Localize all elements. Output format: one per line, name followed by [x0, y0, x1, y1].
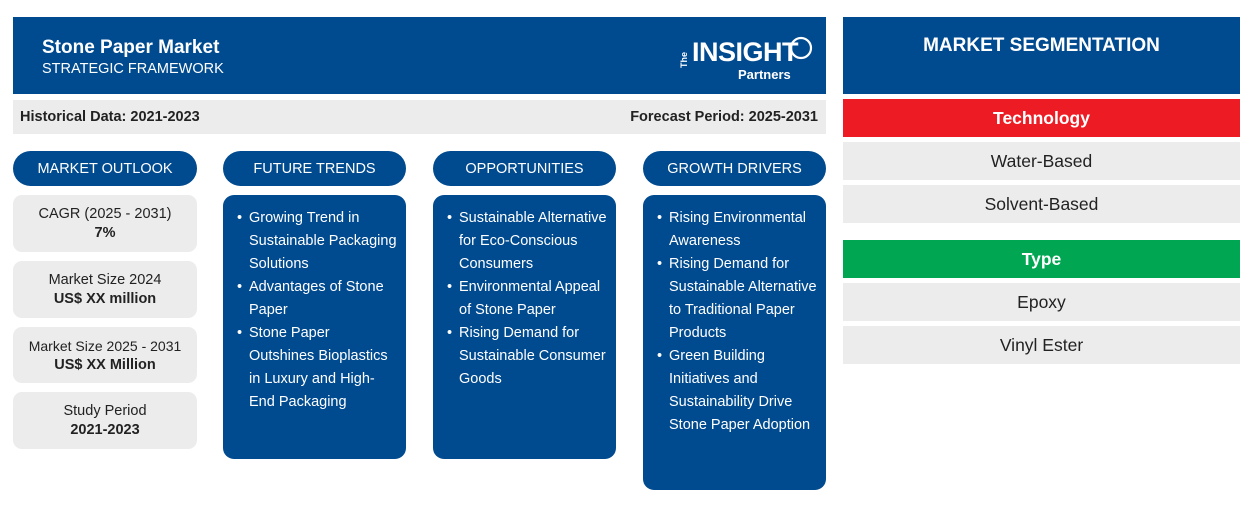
- outlook-stat-cagr: CAGR (2025 - 2031) 7%: [13, 195, 197, 252]
- period-bar: Historical Data: 2021-2023 Forecast Peri…: [13, 100, 826, 134]
- list-item: Sustainable Alternative for Eco-Consciou…: [447, 207, 608, 276]
- outlook-stat-study-period: Study Period 2021-2023: [13, 392, 197, 449]
- stat-label: Market Size 2024: [48, 272, 162, 288]
- list-item: Environmental Appeal of Stone Paper: [447, 276, 608, 322]
- stat-label: CAGR (2025 - 2031): [38, 206, 172, 222]
- opportunities-panel: Sustainable Alternative for Eco-Consciou…: [433, 195, 616, 459]
- segment-item-epoxy: Epoxy: [843, 283, 1240, 321]
- list-item: Rising Demand for Sustainable Consumer G…: [447, 322, 608, 391]
- page-title: Stone Paper Market: [42, 37, 220, 58]
- historical-data: Historical Data: 2021-2023: [20, 109, 200, 125]
- stat-label: Study Period: [63, 403, 147, 419]
- segment-item-solvent-based: Solvent-Based: [843, 185, 1240, 223]
- future-trends-heading: FUTURE TRENDS: [223, 151, 406, 186]
- stat-label: Market Size 2025 - 2031: [28, 337, 182, 354]
- logo-the: The: [679, 51, 689, 68]
- growth-drivers-list: Rising Environmental Awareness Rising De…: [657, 207, 818, 437]
- header-banner: Stone Paper Market STRATEGIC FRAMEWORK T…: [13, 17, 826, 94]
- logo-insight: INSIGHT: [692, 37, 799, 67]
- segment-type-header: Type: [843, 240, 1240, 278]
- growth-drivers-panel: Rising Environmental Awareness Rising De…: [643, 195, 826, 490]
- segmentation-title: MARKET SEGMENTATION: [843, 17, 1240, 94]
- market-outlook-heading: MARKET OUTLOOK: [13, 151, 197, 186]
- stat-value: US$ XX million: [53, 291, 157, 307]
- insight-partners-logo: The INSIGHT Partners: [663, 34, 813, 84]
- segment-item-water-based: Water-Based: [843, 142, 1240, 180]
- page-subtitle: STRATEGIC FRAMEWORK: [42, 61, 224, 77]
- segment-technology-header: Technology: [843, 99, 1240, 137]
- logo-bulb-icon: [789, 36, 813, 60]
- stat-value: US$ XX Million: [54, 356, 156, 373]
- list-item: Growing Trend in Sustainable Packaging S…: [237, 207, 398, 276]
- list-item: Rising Demand for Sustainable Alternativ…: [657, 253, 818, 345]
- list-item: Advantages of Stone Paper: [237, 276, 398, 322]
- stat-value: 7%: [94, 225, 116, 241]
- list-item: Green Building Initiatives and Sustainab…: [657, 345, 818, 437]
- stat-value: 2021-2023: [70, 422, 140, 438]
- forecast-period: Forecast Period: 2025-2031: [630, 109, 818, 125]
- future-trends-panel: Growing Trend in Sustainable Packaging S…: [223, 195, 406, 459]
- outlook-stat-market-size-2024: Market Size 2024 US$ XX million: [13, 261, 197, 318]
- list-item: Stone Paper Outshines Bioplastics in Lux…: [237, 322, 398, 414]
- segment-item-vinyl-ester: Vinyl Ester: [843, 326, 1240, 364]
- opportunities-list: Sustainable Alternative for Eco-Consciou…: [447, 207, 608, 391]
- outlook-stat-market-size-forecast: Market Size 2025 - 2031 US$ XX Million: [13, 327, 197, 383]
- future-trends-list: Growing Trend in Sustainable Packaging S…: [237, 207, 398, 414]
- logo-partners: Partners: [738, 67, 791, 82]
- growth-drivers-heading: GROWTH DRIVERS: [643, 151, 826, 186]
- list-item: Rising Environmental Awareness: [657, 207, 818, 253]
- opportunities-heading: OPPORTUNITIES: [433, 151, 616, 186]
